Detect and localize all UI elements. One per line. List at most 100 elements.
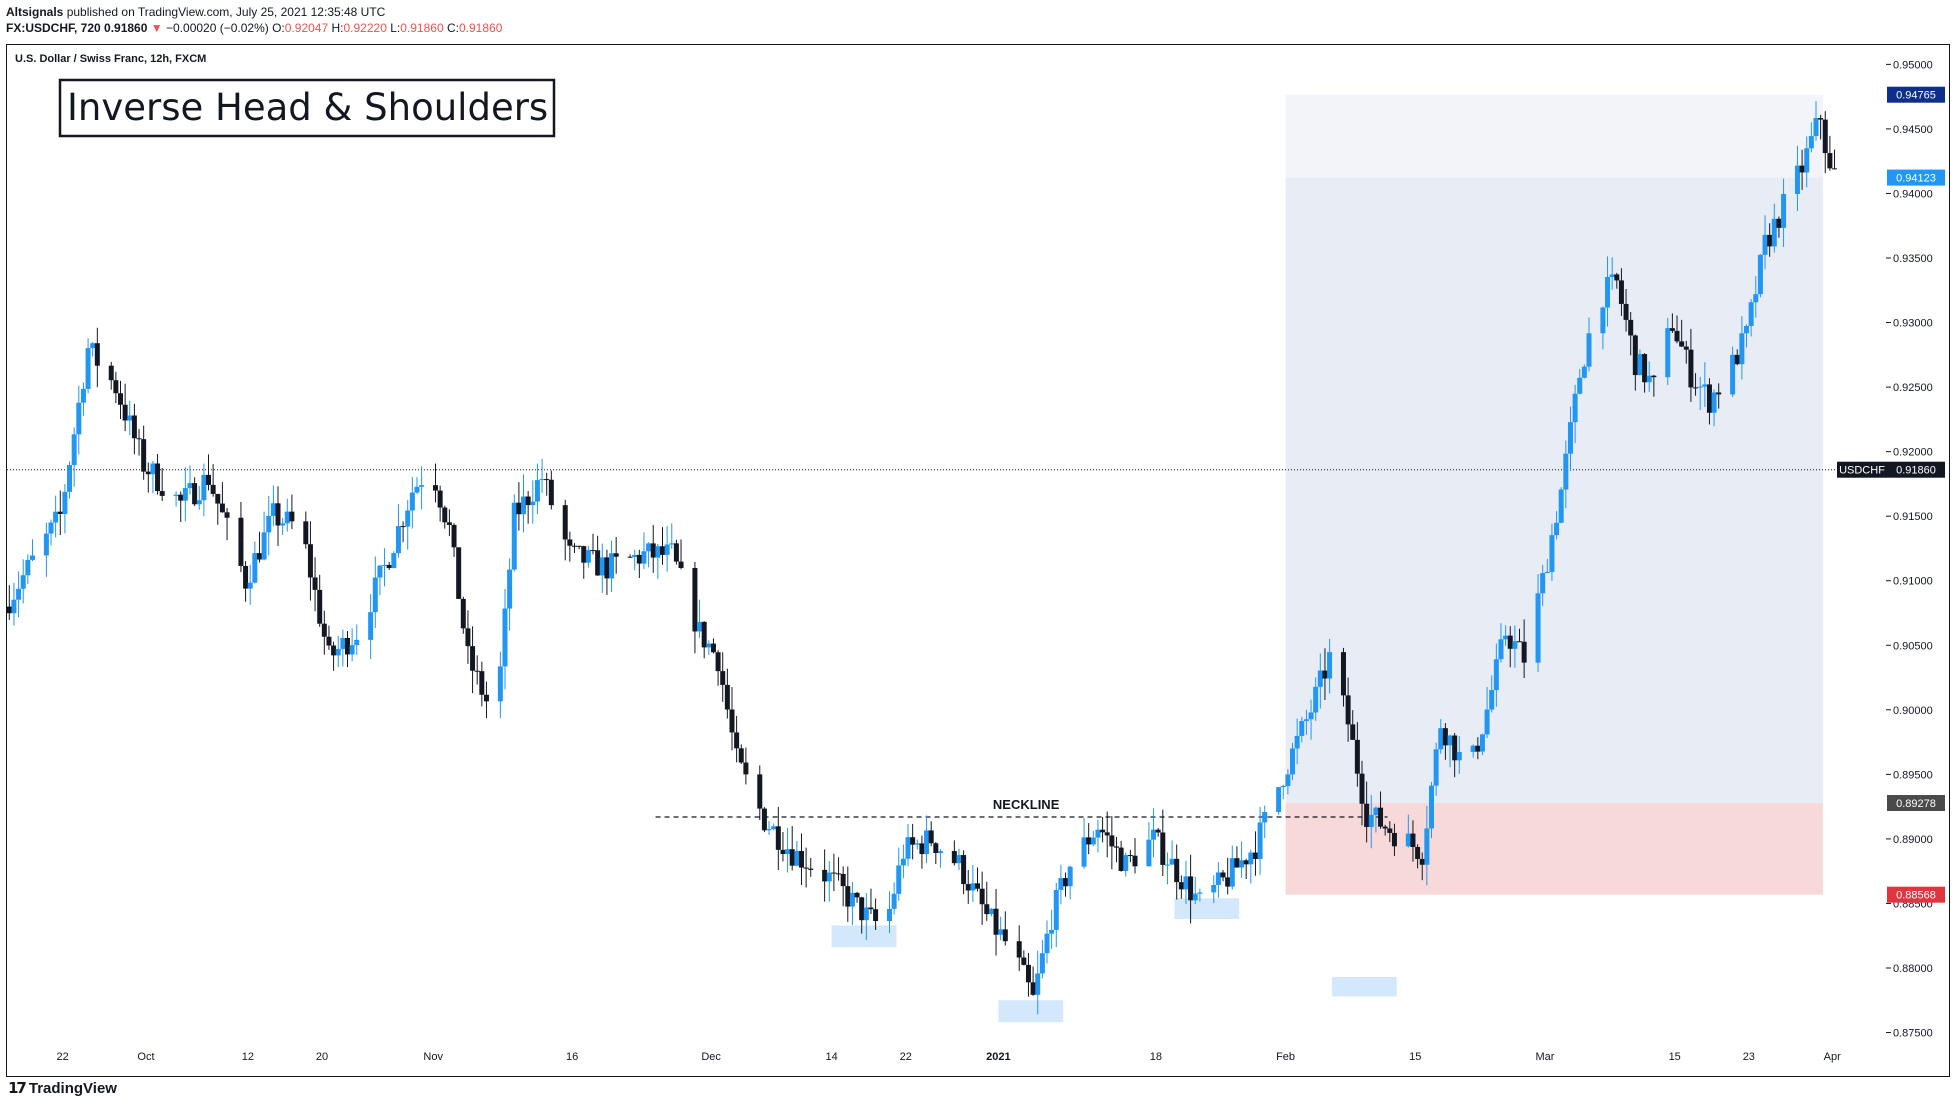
publisher-name[interactable]: Altsignals: [6, 5, 64, 19]
candle-body: [766, 829, 772, 831]
candle-body: [57, 511, 63, 514]
x-tick-label: 20: [316, 1051, 328, 1063]
candle-body: [1693, 387, 1699, 389]
pattern-title: Inverse Head & Shoulders: [67, 86, 548, 129]
candle-body: [998, 929, 1004, 935]
candle-body: [1507, 635, 1513, 649]
candle-body: [340, 637, 346, 649]
candle-body: [886, 908, 892, 922]
candle-body: [1164, 864, 1170, 866]
pattern-highlights: [831, 898, 1397, 1023]
candle-body: [1354, 739, 1360, 774]
candle-body: [576, 545, 582, 547]
y-tick-label: 0.94000: [1893, 188, 1933, 200]
candle-body: [1039, 953, 1045, 974]
candle-body: [845, 886, 851, 907]
candle-body: [405, 510, 411, 527]
candle-body: [1683, 346, 1689, 350]
candle-body: [1586, 333, 1592, 367]
candle-body: [159, 491, 165, 496]
candle-body: [419, 485, 425, 487]
candle-body: [734, 732, 740, 749]
candle-body: [243, 565, 249, 589]
candle-body: [910, 837, 916, 845]
neckline-label: NECKLINE: [993, 797, 1060, 812]
candle-body: [659, 546, 665, 555]
candle-body: [891, 893, 897, 909]
candle-body: [1174, 858, 1180, 883]
candle-body: [187, 483, 193, 489]
candle-body: [831, 872, 837, 874]
candle-body: [840, 873, 846, 887]
target-upper-zone: [1285, 94, 1823, 178]
y-tick-label: 0.91500: [1893, 511, 1933, 523]
chart-frame[interactable]: NECKLINE 0.95000 0.94500 0.94000 0.93500 0.9…: [6, 44, 1950, 1077]
candle-body: [1781, 193, 1787, 228]
candle-body: [1225, 877, 1231, 887]
x-tick-label: 23: [1743, 1051, 1755, 1063]
candle-body: [595, 550, 601, 576]
candle-body: [1350, 724, 1356, 740]
candle-body: [664, 544, 670, 555]
candle-body: [571, 545, 577, 547]
candle-body: [511, 502, 517, 570]
candle-body: [474, 670, 480, 672]
target-price-label: 0.94123: [1896, 173, 1936, 185]
candle-body: [192, 483, 198, 505]
chart-canvas[interactable]: NECKLINE 0.950000.945000.940000.935000.9…: [7, 45, 1949, 1076]
x-tick-label: 15: [1409, 1051, 1421, 1063]
candle-body: [775, 826, 781, 850]
candle-body: [1113, 846, 1119, 848]
high-label: H:: [331, 21, 344, 35]
candle-body: [1642, 354, 1648, 383]
candle-body: [1387, 828, 1393, 833]
candle-body: [1734, 354, 1740, 365]
candle-body: [1512, 641, 1518, 649]
candle-body: [1651, 375, 1657, 378]
candle-body: [984, 904, 990, 915]
candle-body: [1345, 695, 1351, 725]
y-tick-label: 0.94500: [1893, 124, 1933, 136]
y-tick-label: 0.87500: [1893, 1028, 1933, 1040]
candle-body: [729, 709, 735, 733]
candle-body: [1262, 812, 1268, 823]
entry-price-label-box: [1887, 795, 1945, 812]
candle-body: [1215, 872, 1221, 885]
candle-body: [67, 465, 73, 492]
candle-body: [710, 643, 716, 653]
candle-body: [1577, 377, 1583, 394]
candle-body: [1132, 855, 1138, 867]
tradingview-logo[interactable]: 𝟭𝟳 TradingView: [8, 1079, 117, 1098]
candle-body: [905, 837, 911, 859]
candle-body: [1540, 573, 1546, 594]
candle-body: [1697, 386, 1703, 388]
candle-body: [609, 553, 615, 579]
candle-body: [1554, 522, 1560, 536]
candle-body: [1368, 814, 1374, 827]
candle-body: [1609, 274, 1615, 277]
candle-body: [1716, 392, 1722, 395]
candle-body: [377, 565, 383, 578]
candle-body: [1276, 787, 1282, 813]
time-axis: 22 Oct 12 20 Nov 16 Dec 14 22 2021 18 Feb 15 Mar 15 23 A…: [56, 1051, 1841, 1063]
candle-body: [1567, 422, 1573, 454]
candle-body: [1364, 803, 1370, 827]
y-tick-label: 0.95000: [1893, 59, 1933, 71]
x-tick-label: 15: [1669, 1051, 1681, 1063]
candle-body: [266, 516, 272, 533]
candle-body: [1646, 375, 1652, 383]
candle-body: [1600, 307, 1606, 334]
candle-body: [1410, 833, 1416, 847]
candle-body: [1035, 973, 1041, 995]
candle-body: [1804, 148, 1810, 173]
candle-body: [317, 589, 323, 624]
candle-body: [1248, 852, 1254, 865]
x-tick-label: Apr: [1824, 1051, 1841, 1063]
candle-body: [761, 808, 767, 831]
candle-body: [335, 648, 341, 656]
candle-body: [507, 569, 513, 609]
candle-body: [483, 694, 489, 702]
target-high-price-label-box: [1887, 86, 1945, 103]
candle-body: [368, 612, 374, 640]
candle-body: [1438, 728, 1444, 750]
